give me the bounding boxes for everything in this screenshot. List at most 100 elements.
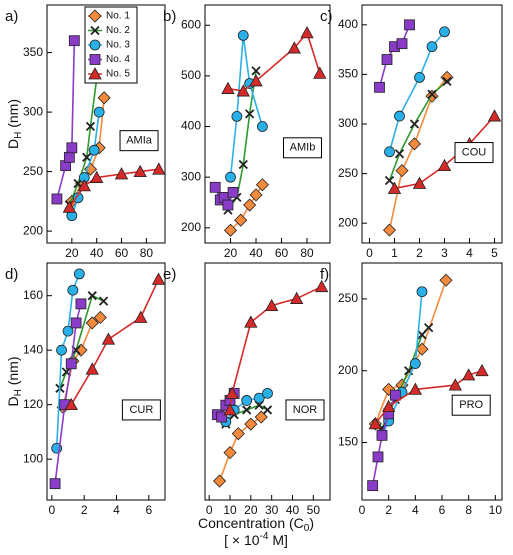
x-tick-label: 20 [244,503,258,517]
point [225,386,239,399]
text-part: H [13,132,24,139]
point [314,279,329,293]
point [56,344,67,356]
point [209,181,221,193]
point [90,170,104,183]
panel-label: a) [5,8,18,25]
series-line [229,35,264,178]
point [85,362,99,375]
x-tick-label: 0 [49,503,56,517]
text-part: D [5,139,21,149]
point [255,178,269,192]
x-tick-label: 1 [391,246,398,260]
x-tick-label: 2 [385,503,392,517]
point [461,368,476,381]
y-tick-label: 300 [181,169,201,183]
point [227,186,239,198]
annotation-box [119,130,159,152]
plot-frame [361,262,503,501]
point [231,111,243,122]
point [152,162,166,175]
annotation: AMIb [290,142,316,154]
x-tick-label: 40 [90,246,104,260]
point [134,310,148,323]
x-tick-label: 0 [206,503,213,517]
point [395,164,409,178]
point [51,193,63,205]
point [242,405,252,415]
x-tick-label: 40 [286,503,300,517]
text-part: ) [309,515,314,531]
point [396,38,408,50]
point [88,144,100,156]
y-tick-label: 250 [338,291,358,305]
point [289,291,304,304]
legend-marker [89,54,101,65]
point [372,451,384,463]
text-part: (nm) [5,356,21,389]
panel: d) 0 2 4 6 100 120 140 160 CUR [5,262,166,517]
panel-label: b) [163,8,176,25]
point [407,137,422,151]
x-tick-label: 10 [223,503,237,517]
point [234,213,248,227]
point [408,382,423,395]
x-tick-label: 6 [439,503,446,517]
point [245,109,255,119]
panel: b) 20 40 60 80 200 300 400 500 600 AMIb [163,4,331,260]
point [241,395,253,406]
y-tick-label: 300 [23,104,43,118]
y-axis-label: DH (nm) [5,356,24,406]
point [424,322,434,333]
point [72,192,84,204]
legend-label: No. 4 [106,54,130,65]
x-tick-label: 10 [489,503,503,517]
point [439,26,450,38]
point [231,427,245,441]
point [63,151,75,163]
point [97,91,111,105]
point [249,188,263,202]
x-tick-label: 20 [65,246,79,260]
series-line [374,279,447,425]
x-tick-label: 20 [224,246,238,260]
x-axis-unit: [ × 10-4 M] [224,531,288,548]
point [426,41,438,53]
point [98,296,109,306]
x-tick-label: 80 [140,246,154,260]
text-part: D [5,396,21,406]
point [374,81,385,93]
point [223,403,237,416]
legend-marker [90,25,100,36]
x-tick-label: 8 [465,503,472,517]
annotation-box [285,399,325,421]
point [101,332,116,345]
annotation-box [121,399,161,421]
plot-frame [46,4,166,244]
y-tick-label: 100 [23,451,43,465]
point [64,397,78,411]
point [85,121,96,132]
point [417,330,427,340]
point [65,358,77,370]
annotation: PRO [459,399,483,411]
text-part: Concentration (C [198,515,304,531]
y-tick-label: 200 [338,363,358,377]
point [236,84,250,97]
y-axis-label: DH (nm) [5,99,24,149]
x-tick-label: 4 [466,246,473,260]
x-tick-label: 0 [359,503,366,517]
point [243,198,257,212]
point [221,81,235,94]
point [223,446,237,460]
point [313,66,327,79]
x-tick-label: 60 [275,246,289,260]
point [85,316,99,330]
legend-label: No. 5 [106,69,130,80]
point [368,417,383,430]
point [439,273,453,287]
point [262,405,273,415]
point [367,480,379,492]
x-tick-label: 40 [249,246,263,260]
point [83,162,98,176]
